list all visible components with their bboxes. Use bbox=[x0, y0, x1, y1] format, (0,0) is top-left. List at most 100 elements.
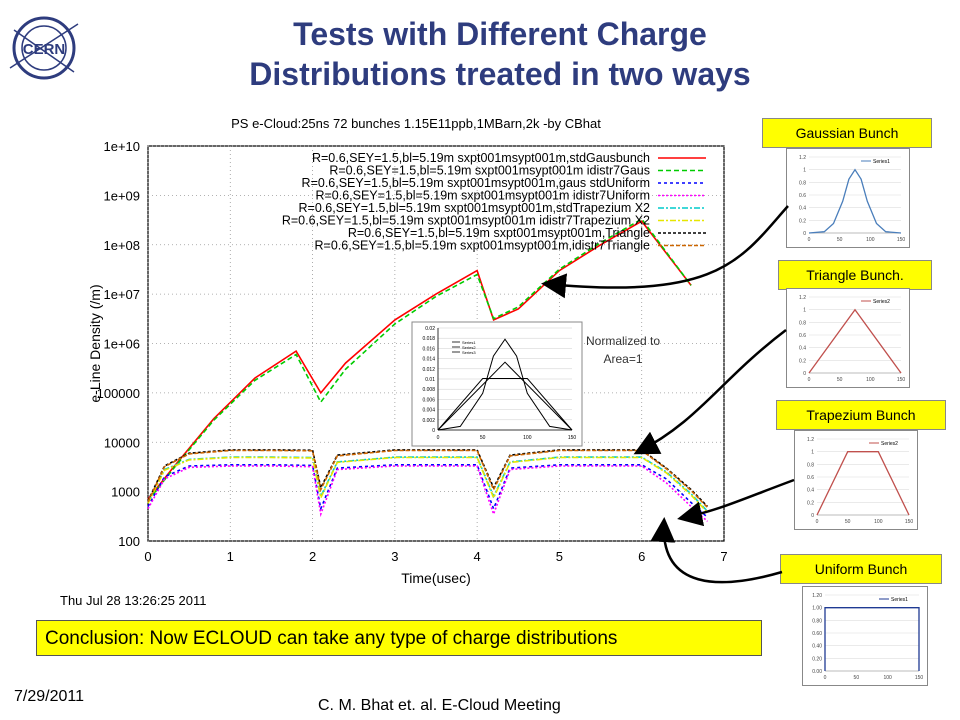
thumb-y-tick-label: 0.60 bbox=[812, 631, 822, 637]
thumb-y-tick-label: 1.2 bbox=[799, 295, 806, 301]
normalized-note-line-2: Area=1 bbox=[603, 352, 643, 366]
inset-y-tick-label: 0 bbox=[432, 428, 435, 434]
thumb-y-tick-label: 0.20 bbox=[812, 656, 822, 662]
thumb-y-tick-label: 0.4 bbox=[799, 346, 806, 352]
title-line-1: Tests with Different Charge bbox=[293, 16, 707, 52]
inset-legend-label-2: Series2 bbox=[462, 345, 476, 350]
series-line-2 bbox=[147, 218, 692, 502]
cern-logo: CERN bbox=[9, 16, 79, 80]
thumb-y-tick-label: 0.2 bbox=[799, 358, 806, 364]
y-tick-label: 1e+06 bbox=[103, 337, 140, 352]
inset-y-tick-label: 0.006 bbox=[422, 397, 435, 403]
arrow-trapezium bbox=[677, 478, 795, 527]
thumb-x-tick-label: 0 bbox=[808, 377, 811, 383]
thumb-legend-label: Series2 bbox=[873, 299, 890, 305]
footer-author: C. M. Bhat et. al. E-Cloud Meeting bbox=[318, 697, 561, 714]
thumb-y-tick-label: 0.8 bbox=[799, 320, 806, 326]
inset-x-tick-label: 0 bbox=[437, 435, 440, 441]
inset-y-tick-label: 0.004 bbox=[422, 408, 435, 414]
thumb-x-tick-label: 100 bbox=[874, 519, 883, 525]
x-axis-label: Time(usec) bbox=[401, 570, 471, 586]
footer-date: 7/29/2011 bbox=[14, 688, 84, 705]
inset-series-line-3 bbox=[437, 378, 573, 431]
thumb-y-tick-label: 0.8 bbox=[799, 180, 806, 186]
legend-label-4: R=0.6,SEY=1.5,bl=5.19m sxpt001msypt001m … bbox=[315, 189, 650, 203]
inset-y-tick-label: 0.014 bbox=[422, 357, 435, 363]
y-tick-label: 100 bbox=[118, 534, 140, 549]
inset-x-tick-label: 100 bbox=[523, 435, 532, 441]
thumb-x-tick-label: 0 bbox=[808, 237, 811, 243]
series-line-4 bbox=[147, 465, 709, 522]
thumb-x-tick-label: 0 bbox=[816, 519, 819, 525]
thumb-y-tick-label: 0.4 bbox=[799, 206, 806, 212]
thumb-x-tick-label: 100 bbox=[866, 237, 875, 243]
x-tick-label: 5 bbox=[556, 549, 563, 564]
series-line-6 bbox=[147, 456, 709, 513]
legend-label-8: R=0.6,SEY=1.5,bl=5.19m sxpt001msypt001m,… bbox=[315, 239, 651, 253]
thumb-x-tick-label: 150 bbox=[897, 237, 906, 243]
thumb-x-tick-label: 50 bbox=[854, 675, 860, 681]
inset-legend-label-1: Series1 bbox=[462, 340, 476, 345]
inset-y-tick-label: 0.01 bbox=[425, 377, 435, 383]
series-line-5 bbox=[147, 456, 709, 512]
thumb-x-tick-label: 150 bbox=[897, 377, 906, 383]
thumb-y-tick-label: 0.80 bbox=[812, 618, 822, 624]
y-tick-label: 1000 bbox=[111, 485, 140, 500]
inset-legend-label-3: Series3 bbox=[462, 350, 476, 355]
legend-label-6: R=0.6,SEY=1.5,bl=5.19m sxpt001msypt001m … bbox=[282, 214, 650, 228]
legend-label-1: R=0.6,SEY=1.5,bl=5.19m sxpt001msypt001m,… bbox=[312, 151, 650, 165]
inset-series-line-1 bbox=[437, 338, 573, 431]
y-axis-label: e-Line Density (/m) bbox=[87, 284, 103, 402]
thumb-x-tick-label: 150 bbox=[915, 675, 924, 681]
thumb-y-tick-label: 0 bbox=[803, 371, 806, 377]
inset-y-tick-label: 0.018 bbox=[422, 336, 435, 342]
triangle-thumbnail: 0 0.2 0.4 0.6 0.8 1 1.2 0 50 100 150 Series2 bbox=[786, 288, 910, 388]
legend-label-7: R=0.6,SEY=1.5,bl=5.19m sxpt001msypt001m,… bbox=[348, 226, 650, 240]
y-tick-label: 100000 bbox=[97, 386, 140, 401]
x-tick-label: 3 bbox=[391, 549, 398, 564]
thumb-x-tick-label: 150 bbox=[905, 519, 914, 525]
inset-y-tick-label: 0.012 bbox=[422, 367, 435, 373]
normalized-note: Normalized to Area=1 bbox=[568, 332, 678, 368]
chart-title: PS e-Cloud:25ns 72 bunches 1.15E11ppb,1M… bbox=[231, 116, 601, 131]
thumb-legend-label: Series1 bbox=[873, 159, 890, 165]
thumb-y-tick-label: 1.2 bbox=[807, 437, 814, 443]
y-tick-label: 1e+07 bbox=[103, 287, 140, 302]
arrow-uniform bbox=[650, 517, 783, 584]
thumb-x-tick-label: 100 bbox=[866, 377, 875, 383]
y-tick-label: 1e+09 bbox=[103, 188, 140, 203]
x-tick-label: 2 bbox=[309, 549, 316, 564]
thumb-legend-label: Series2 bbox=[881, 441, 898, 447]
inset-y-tick-label: 0.008 bbox=[422, 387, 435, 393]
conclusion-box: Conclusion: Now ECLOUD can take any type… bbox=[36, 620, 762, 656]
thumb-y-tick-label: 0.6 bbox=[799, 193, 806, 199]
title-line-2: Distributions treated in two ways bbox=[249, 56, 751, 92]
series-line-8 bbox=[147, 449, 709, 508]
x-tick-label: 6 bbox=[638, 549, 645, 564]
inset-chart-frame bbox=[411, 321, 583, 447]
thumb-x-tick-label: 100 bbox=[883, 675, 892, 681]
callout-uniform: Uniform Bunch bbox=[780, 554, 942, 584]
legend-label-2: R=0.6,SEY=1.5,bl=5.19m sxpt001msypt001m … bbox=[329, 164, 650, 178]
x-tick-label: 0 bbox=[144, 549, 151, 564]
inset-x-tick-label: 150 bbox=[568, 435, 577, 441]
y-tick-label: 1e+10 bbox=[103, 139, 140, 154]
thumb-y-tick-label: 0.4 bbox=[807, 488, 814, 494]
legend-label-5: R=0.6,SEY=1.5,bl=5.19m sxpt001msypt001m,… bbox=[299, 201, 651, 215]
logo-text: CERN bbox=[23, 41, 66, 58]
thumb-x-tick-label: 50 bbox=[845, 519, 851, 525]
thumb-y-tick-label: 1 bbox=[803, 168, 806, 174]
thumb-y-tick-label: 0 bbox=[811, 513, 814, 519]
thumb-y-tick-label: 1.00 bbox=[812, 606, 822, 612]
timestamp: Thu Jul 28 13:26:25 2011 bbox=[60, 593, 207, 608]
thumb-x-tick-label: 0 bbox=[824, 675, 827, 681]
series-line-1 bbox=[147, 220, 692, 500]
thumb-series-line bbox=[808, 308, 902, 374]
thumb-y-tick-label: 0.6 bbox=[807, 475, 814, 481]
thumb-y-tick-label: 1 bbox=[811, 450, 814, 456]
y-tick-label: 10000 bbox=[104, 435, 140, 450]
thumb-y-tick-label: 0 bbox=[803, 231, 806, 237]
callout-gaussian: Gaussian Bunch bbox=[762, 118, 932, 148]
x-tick-label: 4 bbox=[474, 549, 481, 564]
